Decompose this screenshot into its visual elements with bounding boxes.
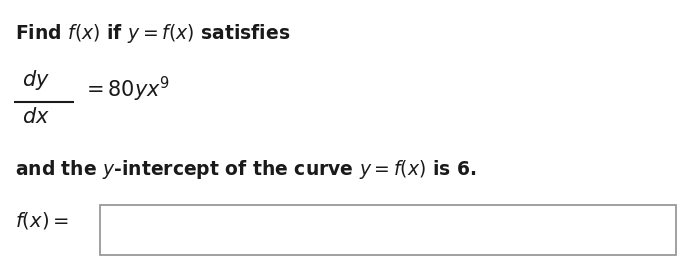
Text: $= 80yx^9$: $= 80yx^9$: [82, 75, 170, 104]
Text: $dx$: $dx$: [22, 107, 50, 127]
Text: $dy$: $dy$: [22, 68, 50, 92]
Text: $f(x) =$: $f(x) =$: [15, 210, 69, 231]
Text: Find $f(x)$ if $y = f(x)$ satisfies: Find $f(x)$ if $y = f(x)$ satisfies: [15, 22, 290, 45]
FancyBboxPatch shape: [100, 205, 676, 255]
Text: and the $y$-intercept of the curve $y = f(x)$ is 6.: and the $y$-intercept of the curve $y = …: [15, 158, 476, 181]
